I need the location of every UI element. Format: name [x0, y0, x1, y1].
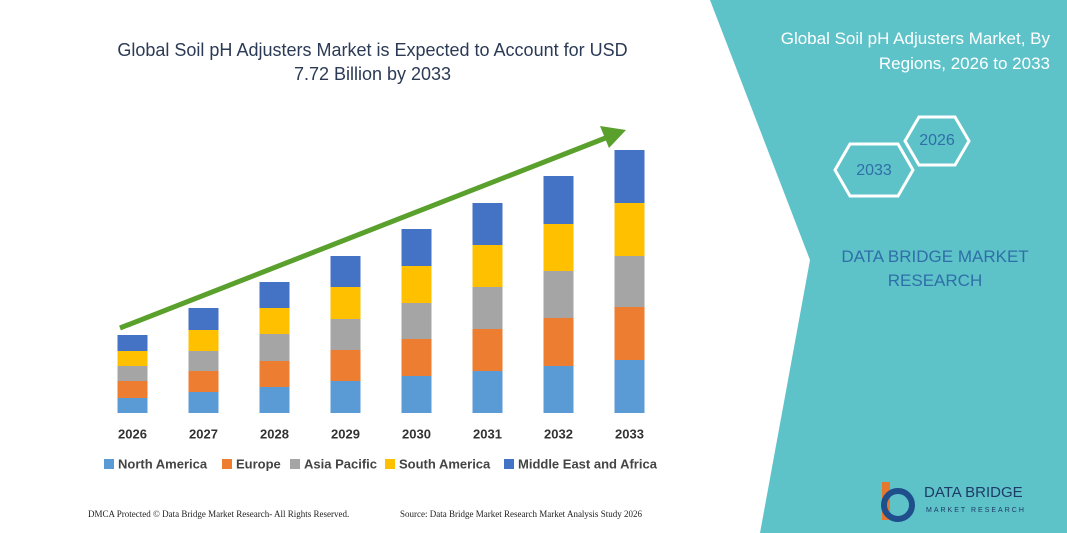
x-tick-label: 2032: [544, 426, 573, 441]
panel-bg: [710, 0, 1067, 533]
bar-segment: [117, 366, 148, 381]
bar-segment: [401, 376, 432, 413]
bar-segment: [259, 282, 290, 308]
bar-segment: [543, 176, 574, 224]
bar-segment: [330, 350, 361, 381]
bar-segment: [330, 381, 361, 413]
x-tick-label: 2029: [331, 426, 360, 441]
bar-segment: [188, 351, 219, 371]
bar-segment: [614, 307, 645, 360]
legend-marker: [504, 459, 514, 469]
hexagon: [903, 115, 971, 167]
legend-label: Asia Pacific: [304, 456, 377, 471]
bar-segment: [259, 334, 290, 361]
bar-segment: [117, 381, 148, 398]
bar-segment: [472, 371, 503, 413]
bar-segment: [330, 256, 361, 287]
hex-label: 2026: [919, 132, 955, 149]
bar-segment: [614, 256, 645, 307]
bar-segment: [117, 398, 148, 413]
bar-segment: [543, 318, 574, 366]
hexagon: [833, 142, 915, 198]
logo: [881, 482, 915, 522]
bar-segment: [188, 308, 219, 330]
bar-segment: [330, 319, 361, 350]
bar-segment: [401, 266, 432, 303]
legend-marker: [385, 459, 395, 469]
legend-label: South America: [399, 456, 491, 471]
legend-label: Europe: [236, 456, 281, 471]
x-tick-label: 2031: [473, 426, 502, 441]
bar-segment: [543, 224, 574, 271]
bar-segment: [188, 392, 219, 413]
bar-segment: [188, 330, 219, 351]
bar-segment: [543, 366, 574, 413]
bar-segment: [117, 351, 148, 366]
footer-left: DMCA Protected © Data Bridge Market Rese…: [88, 509, 349, 519]
bar-segment: [259, 361, 290, 387]
footer-right: Source: Data Bridge Market Research Mark…: [400, 509, 642, 519]
bar-segment: [614, 360, 645, 413]
legend-label: North America: [118, 456, 208, 471]
legend-marker: [222, 459, 232, 469]
x-tick-label: 2033: [615, 426, 644, 441]
legend-label: Middle East and Africa: [518, 456, 658, 471]
x-tick-label: 2027: [189, 426, 218, 441]
legend-marker: [104, 459, 114, 469]
trend-arrow: [119, 134, 609, 331]
bar-segment: [188, 371, 219, 392]
x-tick-label: 2028: [260, 426, 289, 441]
bar-segment: [472, 329, 503, 371]
logo-sub: MARKET RESEARCH: [926, 507, 1026, 514]
bar-segment: [117, 335, 148, 351]
bar-segment: [472, 245, 503, 287]
legend-marker: [290, 459, 300, 469]
hex-label: 2033: [856, 162, 892, 179]
arrow-head: [600, 126, 626, 148]
chart-title: Global Soil pH Adjusters Market is Expec…: [117, 40, 628, 84]
bar-segment: [401, 229, 432, 266]
x-tick-label: 2030: [402, 426, 431, 441]
bar-segment: [614, 150, 645, 203]
x-tick-label: 2026: [118, 426, 147, 441]
bar-segment: [259, 387, 290, 413]
bar-segment: [543, 271, 574, 318]
bar-segment: [401, 339, 432, 376]
bar-segment: [472, 203, 503, 245]
brand: DATA BRIDGE MARKET RESEARCH: [841, 247, 1029, 290]
bar-segment: [259, 308, 290, 334]
bar-segment: [472, 287, 503, 329]
logo-name: DATA BRIDGE: [924, 484, 1023, 501]
bar-segment: [614, 203, 645, 256]
bar-segment: [330, 287, 361, 319]
bar-segment: [401, 303, 432, 339]
panel-title: Global Soil pH Adjusters Market, By Regi…: [780, 29, 1050, 73]
